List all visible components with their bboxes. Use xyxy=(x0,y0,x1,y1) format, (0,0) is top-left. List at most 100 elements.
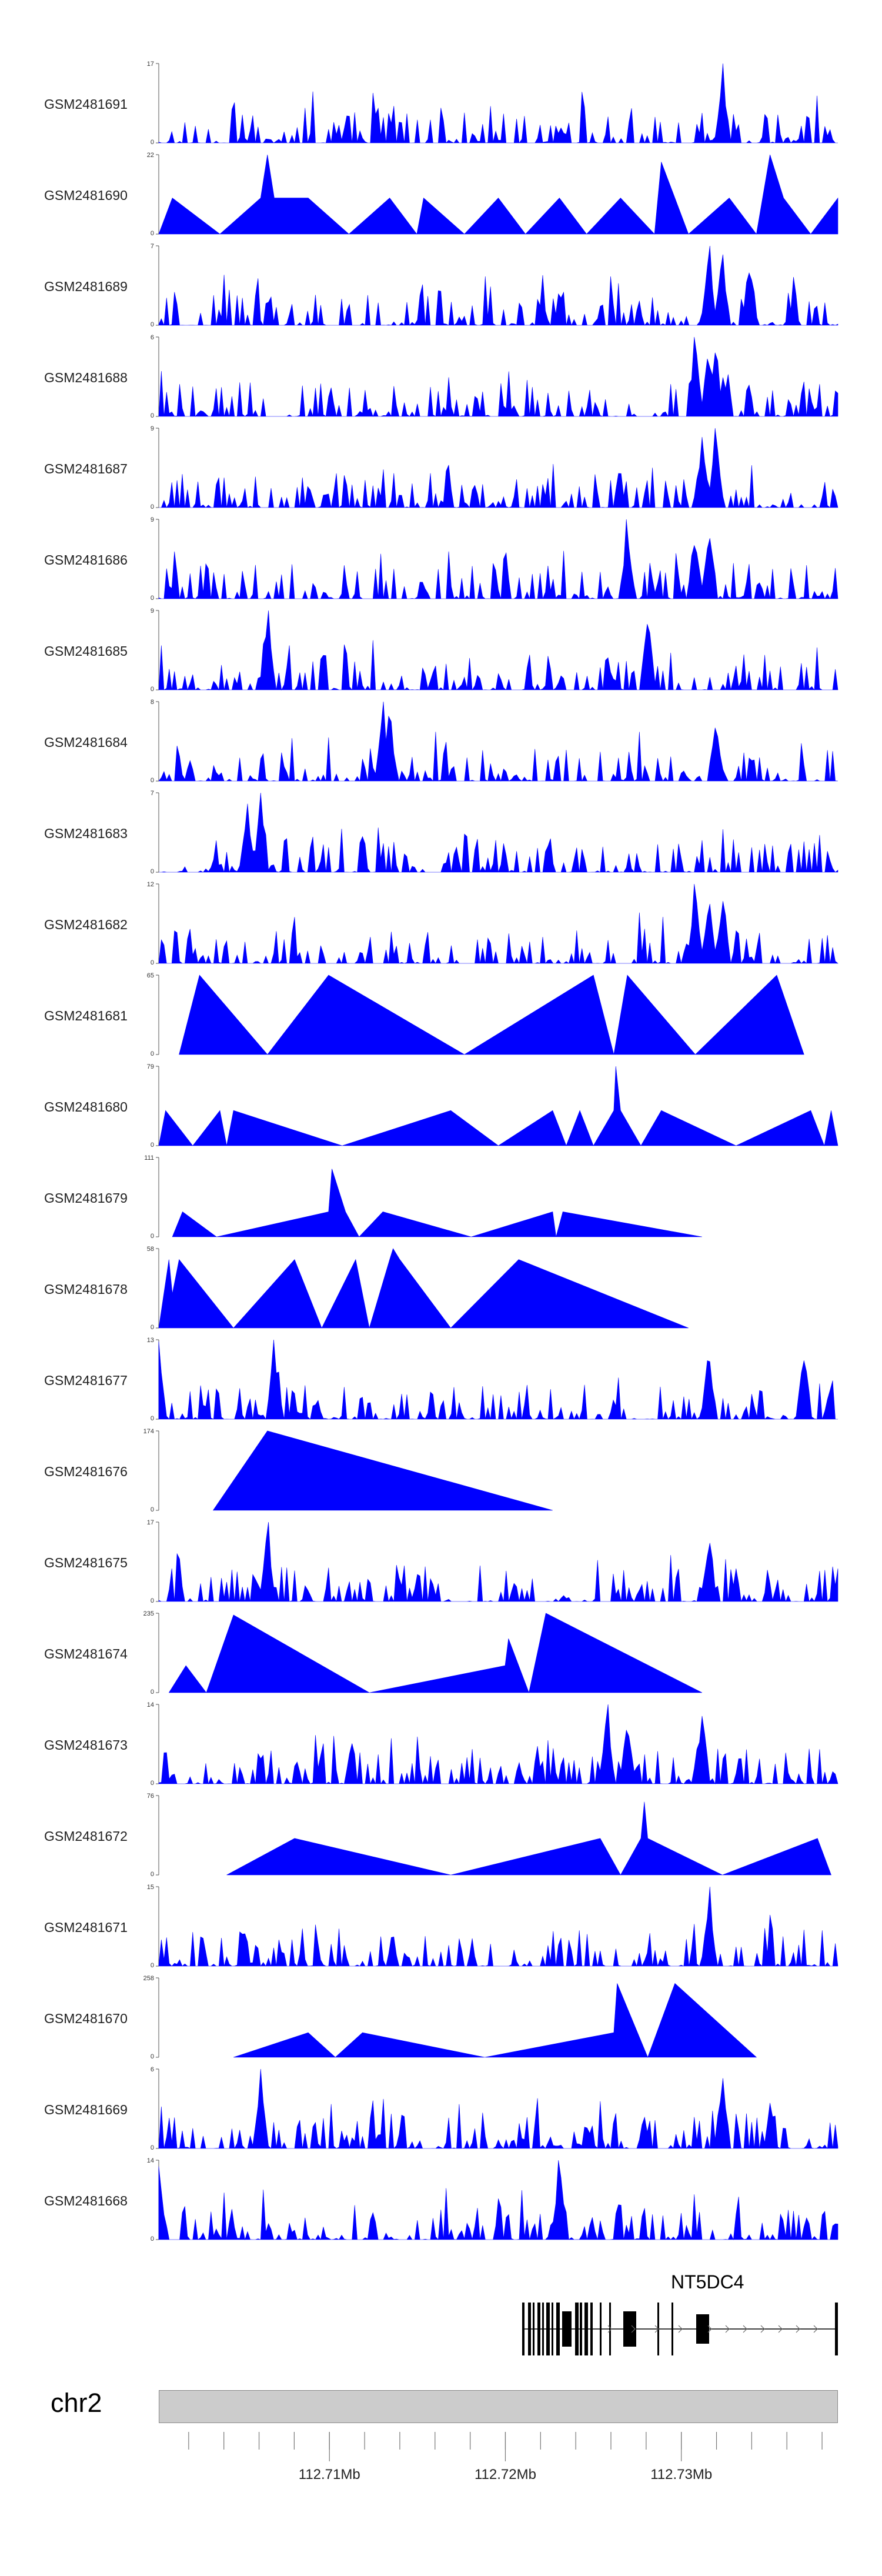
strand-arrow xyxy=(778,2325,783,2333)
track-plot: 14 0 xyxy=(147,2157,838,2243)
track-label: GSM2481669 xyxy=(44,2102,128,2117)
coverage-area xyxy=(179,975,804,1055)
coverage-area xyxy=(226,1801,831,1876)
track-plot: 70 xyxy=(151,790,838,875)
coverage-area xyxy=(158,883,838,965)
track-plot: 22 0 xyxy=(147,152,838,237)
y-max-label: 12 xyxy=(147,881,154,888)
track-label: GSM2481691 xyxy=(44,96,128,112)
track-plot: 258 0 xyxy=(143,1975,757,2060)
strand-arrow xyxy=(631,2325,636,2333)
y-min-label: 0 xyxy=(151,1597,154,1604)
strand-arrow xyxy=(760,2325,765,2333)
y-min-label: 0 xyxy=(151,412,154,419)
track-label: GSM2481676 xyxy=(44,1464,128,1479)
chromosome-label: chr2 xyxy=(51,2388,102,2418)
exon xyxy=(580,2303,582,2355)
track-GSM2481674: GSM2481674 235 0 xyxy=(0,1610,882,1704)
track-label: GSM2481687 xyxy=(44,461,128,476)
coverage-area xyxy=(159,792,838,873)
y-max-label: 17 xyxy=(147,61,154,68)
y-max-label: 17 xyxy=(147,1519,154,1526)
track-GSM2481690: GSM2481690 22 0 xyxy=(0,152,882,246)
y-max-label: 6 xyxy=(151,2066,154,2073)
track-plot: 13 0 xyxy=(147,1337,838,1422)
y-min-label: 0 xyxy=(151,230,154,237)
exon xyxy=(546,2303,550,2355)
coverage-area xyxy=(158,1704,838,1785)
exon xyxy=(522,2303,524,2355)
track-GSM2481691: GSM2481691 17 0 xyxy=(0,61,882,155)
track-GSM2481687: GSM2481687 9 0 xyxy=(0,425,882,519)
track-plot: 76 0 xyxy=(147,1793,831,1878)
track-label: GSM2481678 xyxy=(44,1282,128,1297)
track-GSM2481676: GSM2481676 174 0 xyxy=(0,1428,882,1522)
exon xyxy=(623,2311,636,2347)
coverage-area xyxy=(172,1169,703,1237)
y-max-label: 22 xyxy=(147,152,154,159)
track-label: GSM2481671 xyxy=(44,1920,128,1935)
coverage-area xyxy=(158,154,838,235)
track-label: GSM2481679 xyxy=(44,1190,128,1206)
track-label: GSM2481690 xyxy=(44,188,128,203)
y-max-label: 58 xyxy=(147,1246,154,1253)
exon xyxy=(552,2303,553,2355)
track-GSM2481688: GSM2481688 6 0 xyxy=(0,334,882,428)
track-GSM2481673: GSM2481673 14 0 xyxy=(0,1701,882,1796)
track-label: GSM2481670 xyxy=(44,2011,128,2026)
coverage-area xyxy=(158,1339,838,1420)
exon xyxy=(556,2303,560,2355)
y-max-label: 174 xyxy=(143,1428,154,1435)
coverage-area xyxy=(158,2068,838,2150)
data-tracks: GSM2481691 17 0 GSM2481690 22 0 GSM2481689 7 0 GS… xyxy=(0,61,882,2243)
y-max-label: 15 xyxy=(147,1884,154,1891)
track-label: GSM2481675 xyxy=(44,1555,128,1570)
coverage-area xyxy=(158,1066,838,1147)
coverage-area xyxy=(158,1521,838,1603)
track-plot: 80 xyxy=(151,699,838,784)
y-max-label: 79 xyxy=(147,1063,154,1070)
track-GSM2481681: GSM2481681 65 0 xyxy=(0,972,882,1066)
exon xyxy=(533,2303,534,2355)
coverage-area xyxy=(158,610,838,691)
y-max-label: 235 xyxy=(143,1610,154,1617)
y-min-label: 0 xyxy=(151,777,154,784)
track-label: GSM2481673 xyxy=(44,1737,128,1753)
track-label: GSM2481689 xyxy=(44,279,128,294)
y-min-label: 0 xyxy=(151,1780,154,1787)
track-GSM2481669: GSM2481669 6 0 xyxy=(0,2066,882,2160)
exon xyxy=(696,2314,709,2344)
y-max-label: 14 xyxy=(147,1701,154,1709)
y-max-label: 7 xyxy=(151,243,154,250)
strand-arrow xyxy=(725,2325,730,2333)
track-label: GSM2481668 xyxy=(44,2193,128,2208)
y-min-label: 0 xyxy=(151,1324,154,1331)
y-min-label: 0 xyxy=(151,2053,154,2060)
coverage-area xyxy=(158,63,838,144)
y-min-label: 0 xyxy=(151,1142,154,1149)
y-min-label: 0 xyxy=(151,1050,154,1057)
track-label: GSM2481685 xyxy=(44,643,128,659)
y-max-label: 6 xyxy=(151,334,154,341)
exon xyxy=(542,2303,544,2355)
coverage-area xyxy=(158,701,838,782)
track-label: GSM2481688 xyxy=(44,370,128,385)
track-GSM2481685: GSM2481685 9 0 xyxy=(0,608,882,702)
track-plot: 70 xyxy=(151,243,838,328)
genome-axis: 112.71Mb 112.72Mb 112.73Mb xyxy=(188,2432,823,2482)
track-plot: 235 0 xyxy=(143,1610,703,1696)
axis-label: 112.71Mb xyxy=(299,2467,360,2482)
y-min-label: 0 xyxy=(151,1506,154,1513)
track-GSM2481672: GSM2481672 76 0 xyxy=(0,1793,882,1887)
track-GSM2481683: GSM2481683 7 0 xyxy=(0,790,882,884)
track-plot: 90 xyxy=(151,425,838,510)
coverage-area xyxy=(158,1886,838,1967)
y-min-label: 0 xyxy=(151,2235,154,2243)
exon xyxy=(671,2303,673,2355)
exon xyxy=(584,2303,588,2355)
axis-label: 112.72Mb xyxy=(475,2467,536,2482)
coverage-area xyxy=(158,519,838,599)
exon xyxy=(600,2303,602,2355)
track-label: GSM2481680 xyxy=(44,1099,128,1115)
